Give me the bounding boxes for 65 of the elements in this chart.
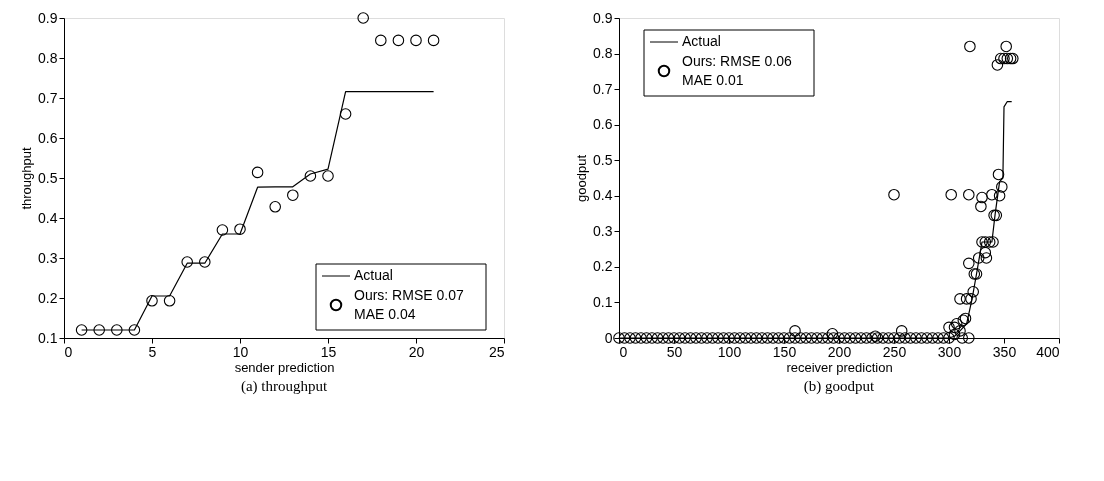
y-tick-label: 0.7 <box>593 80 613 97</box>
x-tick-label: 350 <box>992 343 1017 360</box>
y-tick-label: 0.2 <box>593 258 613 275</box>
x-tick-label: 200 <box>827 343 852 360</box>
y-tick-label: 0.1 <box>593 293 613 310</box>
y-axis-title: goodput <box>574 154 590 202</box>
point <box>304 170 317 182</box>
x-tick-label: 300 <box>937 343 962 360</box>
point <box>181 256 193 268</box>
text: (b) goodput <box>803 378 876 395</box>
x-axis-title: receiver prediction <box>786 359 893 375</box>
x-tick-label: 20 <box>408 343 425 360</box>
x-tick-label: 10 <box>232 343 249 360</box>
y-axis-title: throughput <box>19 147 35 210</box>
y-tick-label: 0.6 <box>38 129 58 146</box>
point <box>128 324 141 336</box>
point <box>234 223 246 235</box>
x-tick-label: 0 <box>619 343 628 360</box>
point <box>410 34 422 47</box>
point <box>427 34 440 47</box>
point <box>339 108 352 120</box>
point <box>357 12 369 24</box>
y-tick-label: 0.3 <box>38 249 58 266</box>
point <box>163 295 176 307</box>
y-tick-label: 0 <box>604 329 613 346</box>
y-tick-label: 0.9 <box>593 9 613 26</box>
legend-label: Ours: RMSE 0.06 MAE 0.01 <box>682 53 792 88</box>
x-tick-label: 0 <box>64 343 73 360</box>
x-tick-label: 5 <box>148 343 157 360</box>
point <box>322 170 334 182</box>
x-tick-label: 400 <box>1036 343 1060 360</box>
point <box>392 34 405 47</box>
x-tick-label: 150 <box>772 343 797 360</box>
y-tick-label: 0.6 <box>593 116 613 133</box>
y-tick-label: 0.3 <box>593 222 613 239</box>
point <box>146 295 158 307</box>
point <box>269 201 281 213</box>
legend-label: Actual <box>682 33 721 49</box>
y-tick-label: 0.4 <box>38 209 58 226</box>
point <box>287 189 299 201</box>
y-tick-label: 0.8 <box>593 45 613 62</box>
y-tick-label: 0.5 <box>593 151 613 168</box>
x-tick-label: 100 <box>717 343 742 360</box>
point <box>75 324 88 336</box>
x-axis-title: sender prediction <box>234 359 335 375</box>
legend-label: Actual <box>354 267 393 283</box>
y-tick-label: 0.8 <box>38 49 58 66</box>
x-tick-label: 50 <box>666 343 683 360</box>
x-tick-label: 15 <box>320 343 337 360</box>
point <box>216 224 229 236</box>
y-tick-label: 0.5 <box>38 169 58 186</box>
point <box>375 34 387 47</box>
y-tick-label: 0.7 <box>38 89 58 106</box>
x-tick-label: 25 <box>488 343 505 360</box>
y-tick-label: 0.4 <box>593 187 613 204</box>
point <box>111 324 123 336</box>
y-tick-label: 0.9 <box>38 9 58 26</box>
y-tick-label: 0.1 <box>38 329 58 346</box>
y-tick-label: 0.2 <box>38 289 58 306</box>
point <box>199 256 211 268</box>
point <box>251 166 264 179</box>
legend-label: Ours: RMSE 0.07 MAE 0.04 <box>354 287 464 322</box>
text: (a) throughput <box>240 378 328 395</box>
point <box>93 324 105 336</box>
x-tick-label: 250 <box>882 343 907 360</box>
